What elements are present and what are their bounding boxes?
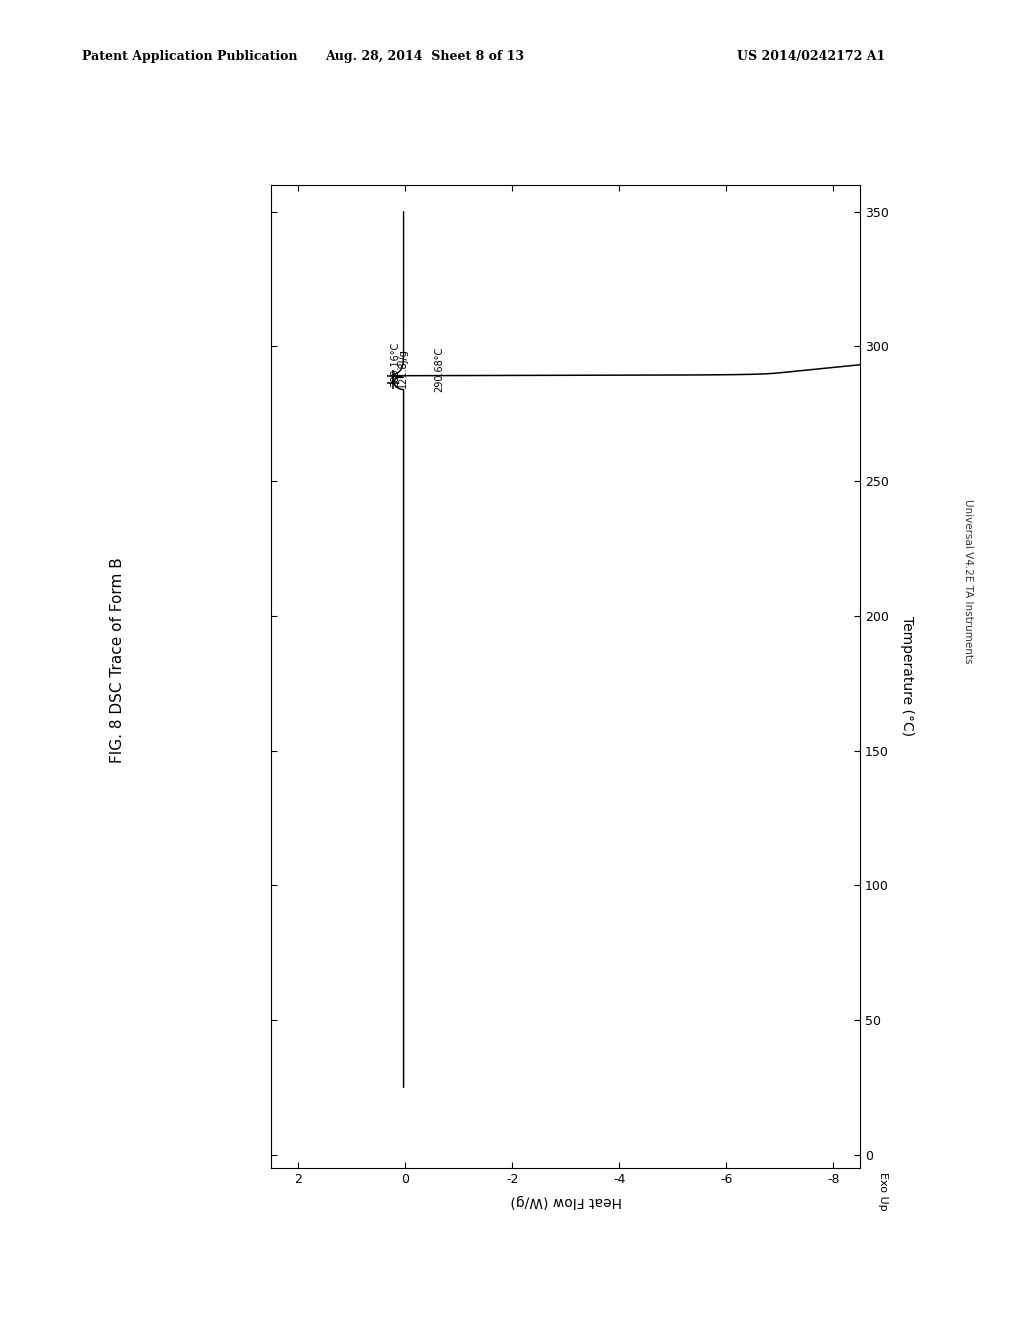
Text: Aug. 28, 2014  Sheet 8 of 13: Aug. 28, 2014 Sheet 8 of 13 [326, 50, 524, 63]
Text: Universal V4.2E TA Instruments: Universal V4.2E TA Instruments [963, 499, 973, 663]
Text: 289.16°C: 289.16°C [390, 342, 400, 387]
Y-axis label: Temperature (°C): Temperature (°C) [900, 616, 913, 737]
Text: FIG. 8 DSC Trace of Form B: FIG. 8 DSC Trace of Form B [111, 557, 125, 763]
Text: Patent Application Publication: Patent Application Publication [82, 50, 297, 63]
Text: 121.8J/g: 121.8J/g [398, 348, 409, 388]
Text: US 2014/0242172 A1: US 2014/0242172 A1 [737, 50, 886, 63]
Text: 290.68°C: 290.68°C [434, 347, 444, 392]
X-axis label: Heat Flow (W/g): Heat Flow (W/g) [510, 1195, 622, 1208]
Text: Exo Up: Exo Up [878, 1172, 888, 1210]
